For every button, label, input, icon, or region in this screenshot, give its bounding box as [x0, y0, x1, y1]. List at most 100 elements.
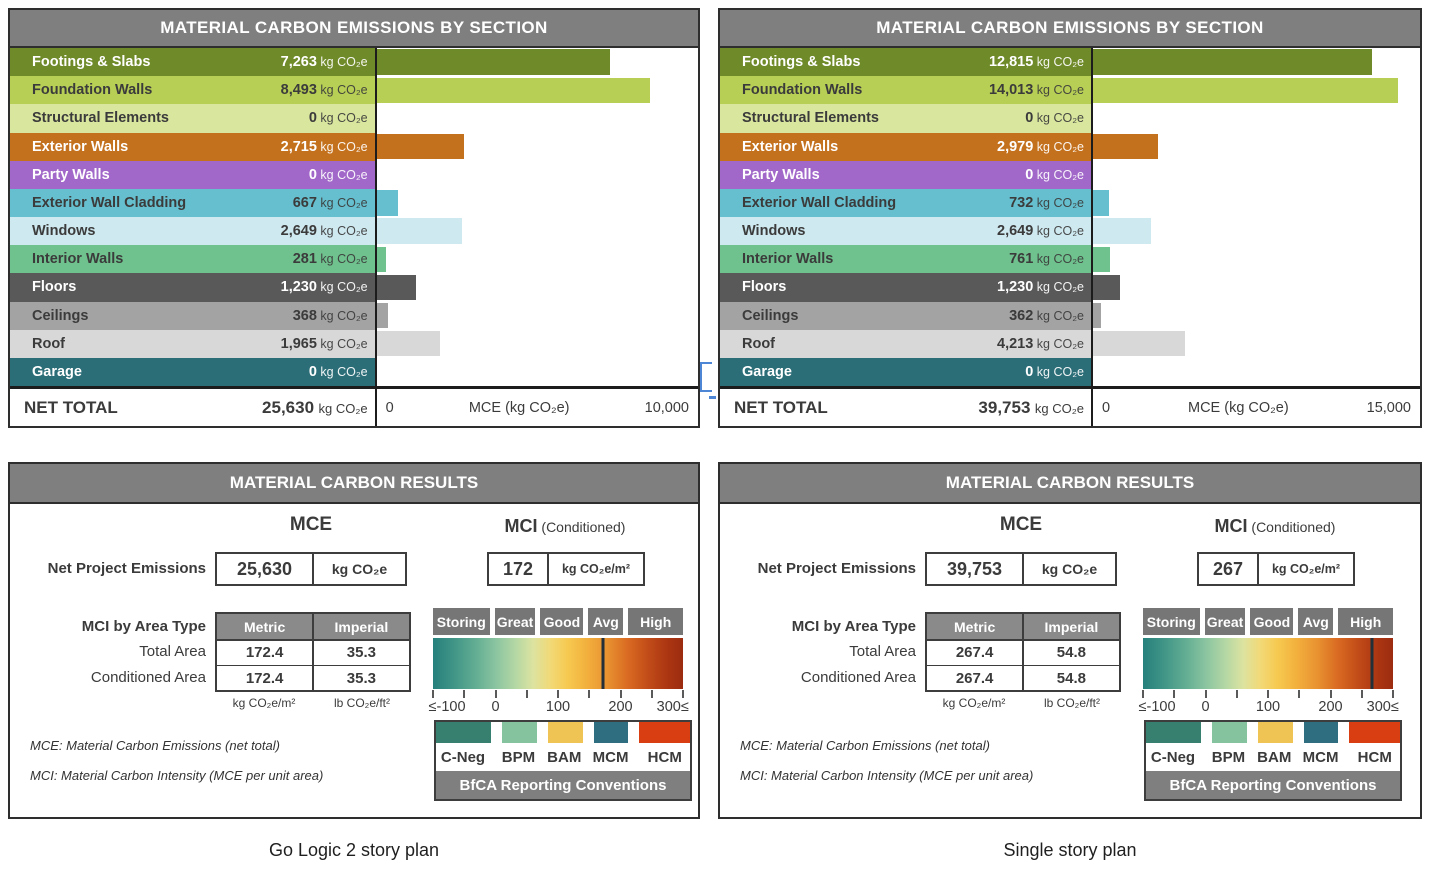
table-row: Windows 2,649 kg CO₂e — [10, 217, 698, 246]
mci-scale: Storing Great Good Avg High ≤-100 0 100 200 300≤ — [1137, 506, 1399, 726]
footnote-mce: MCE: Material Carbon Emissions (net tota… — [740, 738, 990, 753]
conditioned-area-metric: 267.4 — [927, 666, 1023, 690]
section-label: Ceilings — [32, 307, 89, 324]
section-value: 2,715 kg CO₂e — [280, 138, 368, 155]
section-label-cell: Floors 1,230 kg CO₂e — [720, 273, 1091, 302]
section-label-cell: Ceilings 362 kg CO₂e — [720, 301, 1091, 330]
panel-two-story: MATERIAL CARBON EMISSIONS BY SECTION Foo… — [8, 0, 700, 884]
mci-value-box: 172 kg CO₂e/m² — [487, 552, 645, 586]
legend-swatches — [436, 722, 690, 743]
net-total-label: NET TOTAL — [24, 397, 118, 417]
col-header-metric: Metric — [217, 614, 313, 639]
mce-heading: MCE — [999, 514, 1043, 535]
section-bar — [376, 331, 440, 357]
section-label: Party Walls — [742, 166, 820, 183]
bfca-legend: C-Neg BPM BAM MCM HCM BfCA Reporting Convent… — [1144, 720, 1402, 801]
section-label: Windows — [32, 223, 96, 240]
mci-area-table: Metric Imperial 267.4 54.8 267.4 54.8 — [925, 612, 1121, 692]
section-bar-track — [374, 301, 698, 330]
mce-value: 25,630 — [236, 558, 293, 579]
mci-heading: MCI (Conditioned) — [504, 516, 626, 536]
section-label-cell: Party Walls 0 kg CO₂e — [10, 160, 375, 189]
metric-unit: kg CO₂e/m² — [232, 696, 296, 710]
net-project-emissions-label: Net Project Emissions — [47, 560, 206, 577]
tick-label: 0 — [491, 699, 500, 715]
section-bar-track — [1091, 217, 1420, 246]
section-value: 7,263 kg CO₂e — [280, 54, 368, 71]
col-header-imperial: Imperial — [313, 614, 409, 639]
mci-marker — [601, 638, 605, 689]
legend-label-bam: BAM — [1257, 748, 1292, 766]
axis-max-label: 10,000 — [644, 399, 689, 416]
section-bar — [376, 49, 611, 75]
section-bar-track — [374, 104, 698, 133]
emissions-table: MATERIAL CARBON EMISSIONS BY SECTION Foo… — [8, 8, 700, 428]
results-title: MATERIAL CARBON RESULTS — [10, 464, 698, 504]
section-label: Exterior Wall Cladding — [32, 194, 187, 211]
tick-label: 200 — [608, 699, 633, 715]
tick-label: 300≤ — [656, 699, 689, 715]
section-value: 4,213 kg CO₂e — [997, 335, 1084, 352]
table-row: Ceilings 368 kg CO₂e — [10, 301, 698, 330]
section-label-cell: Roof 1,965 kg CO₂e — [10, 329, 375, 358]
net-total-cell: NET TOTAL 39,753 kg CO₂e — [720, 389, 1091, 426]
section-bar-track — [1091, 245, 1420, 274]
section-bar-track — [374, 217, 698, 246]
table-row: Footings & Slabs 12,815 kg CO₂e — [720, 48, 1420, 77]
section-bar-track — [374, 160, 698, 189]
table-row: Exterior Wall Cladding 732 kg CO₂e — [720, 188, 1420, 218]
conditioned-area-imperial: 54.8 — [1023, 666, 1119, 690]
mce-unit: kg CO₂e — [312, 554, 405, 584]
table-row: Structural Elements 0 kg CO₂e — [10, 104, 698, 133]
section-label-cell: Garage 0 kg CO₂e — [10, 357, 375, 387]
total-area-imperial: 35.3 — [313, 640, 409, 665]
tick-label: ≤-100 — [428, 699, 466, 715]
section-label-cell: Garage 0 kg CO₂e — [720, 357, 1091, 387]
mci-scale: Storing Great Good Avg High ≤-100 0 100 200 300≤ — [427, 506, 689, 726]
section-bar — [376, 133, 464, 160]
section-value: 368 kg CO₂e — [292, 307, 368, 324]
table-row: Exterior Walls 2,715 kg CO₂e — [10, 132, 698, 161]
tick-label: 100 — [545, 699, 571, 715]
table-row: Structural Elements 0 kg CO₂e — [720, 104, 1420, 133]
scale-zone-tabs: Storing Great Good Avg High — [433, 608, 683, 635]
scale-ticks — [432, 690, 684, 698]
net-total-value: 39,753 kg CO₂e — [978, 397, 1084, 417]
section-bar-track — [374, 357, 698, 387]
mce-value-box: 39,753 kg CO₂e — [925, 552, 1117, 586]
scale-zone-good: Good — [540, 608, 584, 635]
tick-label: 100 — [1255, 699, 1281, 715]
section-label: Exterior Walls — [32, 138, 129, 155]
scale-zone-tabs: Storing Great Good Avg High — [1143, 608, 1393, 635]
mci-value: 172 — [502, 558, 534, 579]
total-area-label: Total Area — [139, 643, 206, 660]
section-bar-track — [1091, 132, 1420, 161]
section-value: 14,013 kg CO₂e — [988, 82, 1084, 99]
scale-ticks — [1142, 690, 1394, 698]
section-bar-track — [374, 132, 698, 161]
scale-zone-storing: Storing — [433, 608, 490, 635]
table-row: Roof 4,213 kg CO₂e — [720, 329, 1420, 358]
mce-heading: MCE — [289, 514, 333, 535]
table-row: Exterior Walls 2,979 kg CO₂e — [720, 132, 1420, 161]
section-bar — [376, 274, 417, 301]
legend-swatch-c-neg — [1146, 722, 1201, 743]
section-label: Footings & Slabs — [32, 54, 151, 71]
area-units: kg CO₂e/m² lb CO₂e/ft² — [925, 696, 1121, 710]
conditioned-area-label: Conditioned Area — [90, 669, 206, 686]
total-area-label: Total Area — [849, 643, 916, 660]
col-header-metric: Metric — [927, 614, 1023, 639]
net-project-emissions-label: Net Project Emissions — [757, 560, 916, 577]
legend-swatch-mcm — [594, 722, 628, 743]
table-row: Garage 0 kg CO₂e — [10, 357, 698, 387]
section-bar-track — [374, 48, 698, 77]
section-bar-track — [1091, 76, 1420, 105]
section-label-cell: Party Walls 0 kg CO₂e — [720, 160, 1091, 189]
section-value: 2,649 kg CO₂e — [997, 223, 1084, 240]
scale-zone-great: Great — [1204, 608, 1246, 635]
legend-label-bam: BAM — [547, 748, 582, 766]
legend-label-mcm: MCM — [1302, 748, 1339, 766]
tick-label: 200 — [1318, 699, 1343, 715]
imperial-unit: lb CO₂e/ft² — [1043, 696, 1100, 710]
legend-swatch-bpm — [1211, 722, 1247, 743]
